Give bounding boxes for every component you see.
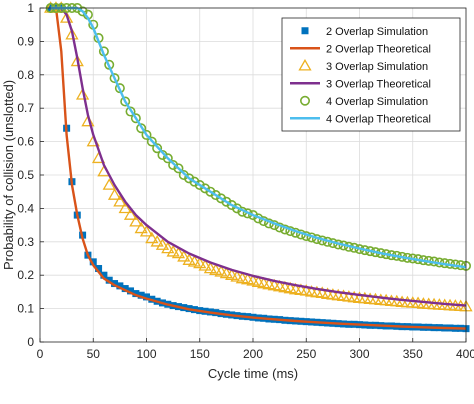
legend-swatch (298, 58, 312, 71)
legend-label: 3 Overlap Simulation (326, 61, 428, 73)
data-point (125, 106, 136, 117)
data-point (152, 143, 163, 154)
legend-item: 2 Overlap Simulation (301, 26, 428, 38)
x-tick-label: 0 (37, 347, 44, 361)
data-point (70, 54, 84, 67)
data-point (171, 246, 186, 259)
data-point (203, 261, 218, 274)
x-tick-label: 50 (87, 347, 101, 361)
x-tick-label: 300 (349, 347, 369, 361)
legend-box (281, 17, 461, 132)
legend-item: 3 Overlap Simulation (298, 58, 428, 73)
data-point (214, 265, 228, 277)
y-tick-label: 0.2 (17, 268, 34, 282)
legend-label: 3 Overlap Theoretical (326, 78, 431, 90)
data-point (187, 255, 202, 267)
data-point (120, 96, 131, 107)
legend-item: 2 Overlap Theoretical (290, 43, 431, 55)
data-point (121, 285, 129, 293)
y-tick-label: 0.8 (17, 68, 34, 82)
data-point (145, 231, 159, 244)
data-point (100, 271, 108, 279)
x-tick-label: 400 (456, 347, 474, 361)
data-point (209, 263, 223, 275)
x-axis-label: Cycle time (ms) (208, 366, 298, 381)
legend-item: 4 Overlap Theoretical (290, 113, 431, 125)
data-point (166, 245, 180, 257)
y-tick-label: 0.5 (17, 168, 34, 182)
series-layer (44, 1, 473, 333)
data-point (225, 268, 239, 280)
y-tick-label: 1 (27, 1, 34, 15)
ticks: 0 50 100 150 200 250 300 350 400 0 0.1 0.2 0.3 0.4 0.5… (17, 1, 474, 361)
series-2 (50, 6, 467, 330)
data-point (219, 266, 233, 279)
data-point (146, 136, 157, 147)
data-point (137, 291, 145, 299)
data-point (134, 221, 148, 234)
data-point (127, 287, 135, 295)
series-line (50, 6, 467, 307)
legend-label: 4 Overlap Theoretical (326, 113, 431, 125)
series-line (50, 6, 467, 330)
data-point (182, 253, 196, 265)
x-tick-label: 100 (136, 347, 156, 361)
data-point (118, 201, 132, 214)
data-point (193, 256, 207, 269)
data-point (139, 224, 154, 237)
data-point (198, 259, 212, 271)
legend-label: 2 Overlap Simulation (326, 26, 428, 38)
legend-item: 3 Overlap Theoretical (290, 78, 431, 90)
y-tick-label: 0.1 (17, 302, 34, 316)
x-tick-label: 250 (296, 347, 316, 361)
y-tick-label: 0.4 (17, 201, 34, 215)
series-line (50, 6, 467, 269)
data-point (162, 153, 173, 164)
y-tick-label: 0.9 (17, 34, 34, 48)
data-point (95, 265, 103, 273)
x-tick-label: 350 (403, 347, 423, 361)
legend-label: 2 Overlap Theoretical (326, 43, 431, 55)
data-point (109, 73, 120, 84)
data-point (155, 238, 170, 250)
data-point (161, 241, 175, 254)
data-point (141, 129, 152, 140)
series-4 (50, 6, 467, 307)
y-tick-label: 0.6 (17, 135, 34, 149)
y-axis-label: Probability of collision (unslotted) (1, 80, 16, 270)
data-point (136, 123, 147, 134)
x-tick-label: 200 (243, 347, 263, 361)
data-point (230, 270, 244, 282)
data-point (102, 178, 116, 190)
legend-item: 4 Overlap Simulation (299, 95, 428, 108)
data-point (60, 11, 74, 23)
legend-swatch (299, 95, 310, 106)
legend: 2 Overlap Simulation 2 Overlap Theoretica… (281, 17, 461, 132)
y-tick-label: 0 (27, 335, 34, 349)
legend-label: 4 Overlap Simulation (326, 96, 428, 108)
data-point (105, 276, 113, 284)
y-tick-label: 0.3 (17, 235, 34, 249)
data-point (173, 163, 184, 174)
data-point (150, 234, 164, 247)
data-point (113, 194, 127, 207)
data-point (130, 113, 141, 124)
data-point (129, 214, 143, 227)
data-point (143, 293, 150, 301)
data-point (116, 282, 124, 290)
data-point (123, 208, 138, 220)
legend-swatch (301, 27, 309, 35)
data-point (177, 250, 191, 262)
data-point (107, 188, 122, 200)
series-6 (50, 6, 467, 269)
x-tick-label: 150 (190, 347, 210, 361)
y-tick-label: 0.7 (17, 101, 34, 115)
data-point (75, 88, 90, 100)
data-point (89, 258, 97, 266)
data-point (132, 290, 140, 298)
data-point (111, 280, 119, 288)
data-point (65, 27, 79, 40)
